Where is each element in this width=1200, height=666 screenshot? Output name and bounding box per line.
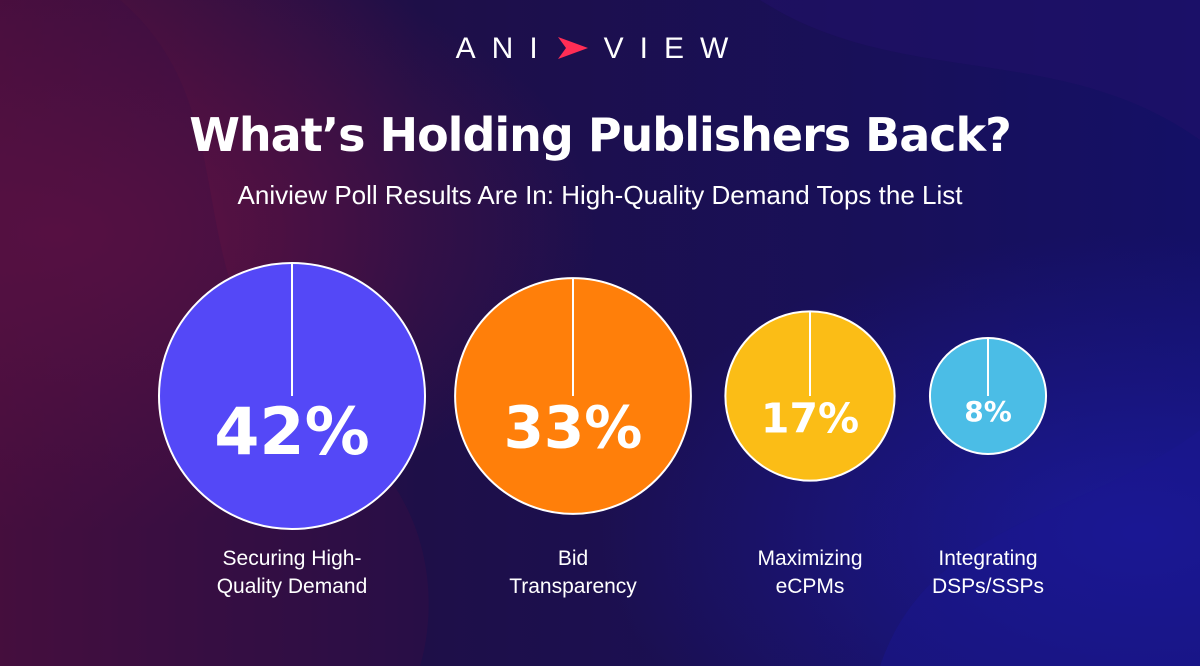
play-arrow-icon (557, 37, 588, 59)
bubble-3: 17% Maximizing eCPMs (724, 310, 896, 598)
page-title: What’s Holding Publishers Back? (189, 108, 1012, 162)
category-label: Integrating (938, 547, 1037, 570)
bubble-value-label: 8% (964, 395, 1012, 428)
category-label: Transparency (509, 575, 637, 598)
logo-text-view: VIEW (603, 32, 745, 65)
bubble-4: 8% Integrating DSPs/SSPs (928, 336, 1048, 598)
bubble-value-label: 42% (214, 395, 370, 470)
aniview-logo: ANI VIEW (0, 32, 1200, 66)
bubble-1: 42% Securing High- Quality Demand (158, 262, 426, 598)
logo-text-ani: ANI (455, 32, 554, 65)
bubble-value-label: 33% (504, 393, 643, 461)
bubble-2: 33% Bid Transparency (454, 277, 692, 598)
page-subtitle: Aniview Poll Results Are In: High-Qualit… (237, 180, 963, 210)
category-label: DSPs/SSPs (932, 575, 1044, 598)
category-label: Quality Demand (217, 575, 368, 598)
category-label: eCPMs (776, 575, 845, 598)
category-label: Maximizing (757, 547, 862, 570)
category-label: Bid (558, 547, 588, 570)
category-label: Securing High- (223, 547, 362, 570)
bubble-value-label: 17% (761, 395, 859, 443)
